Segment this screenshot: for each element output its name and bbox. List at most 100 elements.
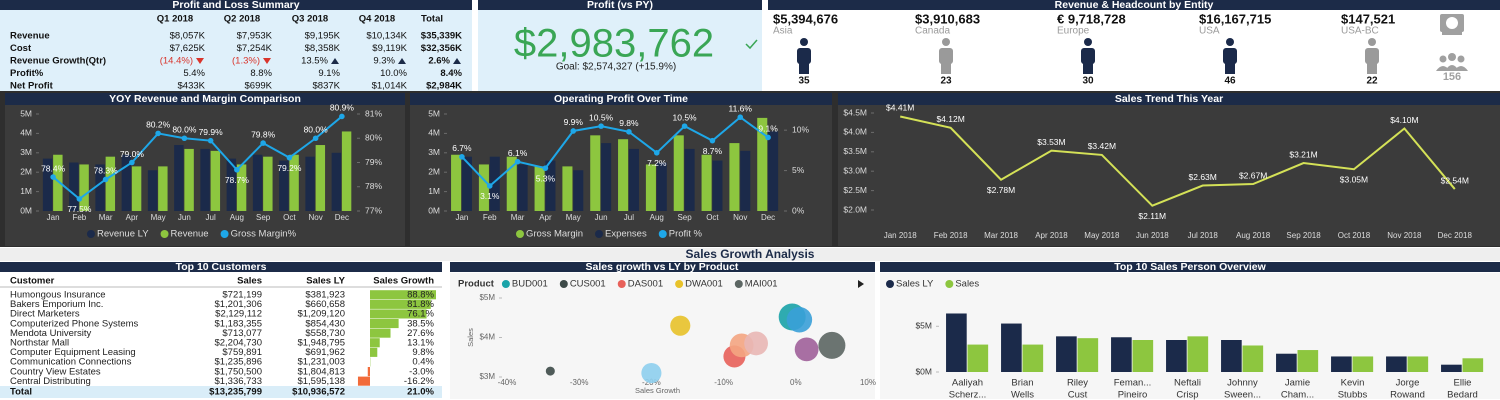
pnl-cell: $699K	[245, 81, 273, 92]
bar	[684, 148, 695, 211]
pnl-cell: $9,119K	[372, 43, 407, 54]
x-tick-label: Nov 2018	[1387, 231, 1422, 240]
x-tick-label: Sep 2018	[1286, 231, 1321, 240]
y-tick-label: $5M	[479, 293, 495, 302]
person-icon	[939, 38, 953, 74]
bar	[79, 164, 89, 211]
bar	[1276, 353, 1297, 372]
data-label: 9.9%	[564, 117, 584, 127]
total-row-bg	[0, 386, 442, 398]
bar	[1462, 358, 1484, 372]
entity-value: $147,521	[1341, 11, 1395, 26]
x-tick-label: May 2018	[1084, 231, 1120, 240]
scatter-panel	[450, 273, 875, 399]
y-tick-label: 2M	[20, 166, 32, 176]
bar	[53, 154, 63, 211]
x-tick-label: Jun	[178, 213, 191, 222]
x-tick-label: -30%	[570, 378, 589, 387]
point	[542, 165, 549, 171]
growth-label: 9.8%	[412, 347, 434, 358]
point	[207, 137, 214, 144]
growth-label: 0.4%	[412, 357, 434, 368]
entity-value: $16,167,715	[1199, 11, 1271, 26]
y-tick-label: $4M	[479, 333, 495, 342]
bar	[1352, 356, 1374, 372]
data-label: $3.05M	[1340, 175, 1368, 185]
x-tick-label: Brian	[1011, 378, 1033, 389]
bar	[184, 148, 194, 211]
x-tick-label: Dec	[335, 213, 349, 222]
entity-name: USA	[1199, 26, 1220, 37]
bar	[1132, 340, 1154, 372]
table-cell: $660,658	[305, 299, 345, 310]
entity-title-bar	[768, 0, 1500, 10]
x-tick-label: Jun 2018	[1136, 231, 1169, 240]
point	[286, 154, 293, 161]
salesperson-title: Top 10 Sales Person Overview	[1114, 261, 1266, 273]
legend-marker	[501, 280, 510, 288]
person-icon	[1223, 38, 1237, 74]
data-label: $2.78M	[987, 185, 1015, 195]
total-cell: 21.0%	[407, 387, 434, 398]
bubble	[794, 337, 819, 362]
point	[598, 123, 604, 129]
customers-title-bar	[0, 262, 442, 272]
pnl-cell: 8.8%	[250, 68, 272, 79]
legend-title: Product	[458, 279, 495, 290]
x-tick-label: Jorge	[1396, 378, 1420, 389]
pnl-column-header: Q2 2018	[224, 14, 260, 25]
legend-label: Revenue LY	[97, 229, 149, 240]
bar	[729, 143, 740, 211]
person-head	[800, 38, 808, 46]
legend-marker	[515, 230, 524, 238]
legend-label: Gross Margin	[526, 229, 583, 240]
x-tick-label: Mar	[511, 213, 525, 222]
growth-bar	[370, 338, 380, 348]
bubble	[744, 331, 768, 356]
growth-bar	[370, 309, 427, 319]
y-tick-label: $3.0M	[843, 165, 867, 175]
x-tick-label: Sween...	[1224, 390, 1261, 400]
person-legs	[1367, 62, 1377, 74]
point	[459, 154, 465, 160]
y-tick-label: 2M	[428, 166, 440, 176]
table-cell: Computer Equipment Leasing	[10, 347, 136, 358]
growth-bar	[367, 367, 370, 377]
bar	[946, 313, 967, 372]
data-label: 11.6%	[729, 103, 753, 113]
bar	[545, 160, 556, 211]
pnl-row-label: Profit%	[10, 68, 44, 79]
trend-arrow	[196, 58, 204, 64]
line	[461, 115, 769, 188]
entity-value: $5,394,676	[773, 11, 838, 26]
bar	[315, 145, 326, 211]
x-tick-label: Stubbs	[1338, 390, 1368, 400]
scatter-title: Sales growth vs LY by Product	[586, 261, 739, 273]
data-label: 6.7%	[452, 143, 472, 153]
data-label: 78.7%	[225, 175, 250, 185]
x-tick-label: Apr 2018	[1035, 231, 1068, 240]
more-arrow[interactable]	[858, 280, 864, 288]
legend-marker	[220, 230, 229, 238]
bar	[289, 154, 299, 211]
bar	[590, 135, 601, 211]
person-head	[942, 38, 950, 46]
bar	[1077, 338, 1099, 372]
legend-label: DAS001	[628, 279, 663, 290]
point	[486, 183, 493, 189]
growth-label: 88.8%	[407, 290, 434, 301]
y-tick-label: 1M	[428, 186, 440, 196]
data-label: $3.21M	[1289, 149, 1317, 159]
data-label: 10.5%	[589, 112, 614, 122]
pnl-cell: $2,984K	[426, 81, 462, 92]
point	[737, 114, 744, 121]
person-legs	[1083, 62, 1093, 74]
point	[155, 130, 161, 137]
person-icon	[1081, 38, 1095, 74]
x-tick-label: Cham...	[1281, 390, 1314, 400]
x-axis-label: Sales Growth	[635, 386, 680, 395]
y2-tick-label: 81%	[365, 108, 382, 118]
x-tick-label: Mar 2018	[984, 231, 1018, 240]
x-tick-label: Dec	[761, 213, 775, 222]
bar	[1187, 336, 1209, 372]
